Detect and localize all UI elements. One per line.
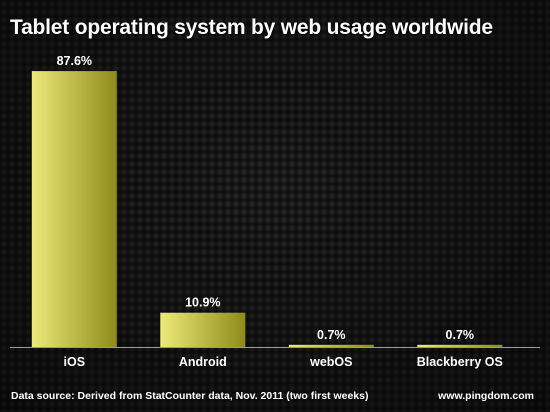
data-label-blackberry-os: 0.7% — [446, 328, 475, 342]
data-label-android: 10.9% — [185, 296, 220, 310]
category-label-ios: iOS — [64, 355, 86, 369]
labels-layer: 87.6% iOS 10.9% Android 0.7% webOS 0.7% Blackbe… — [57, 54, 503, 369]
data-label-webos: 0.7% — [317, 328, 346, 342]
category-label-webos: webOS — [309, 355, 352, 369]
bar-ios — [31, 71, 117, 347]
bar-blackberry-os — [417, 344, 503, 347]
chart-title: Tablet operating system by web usage wor… — [10, 16, 493, 39]
data-source-note: Data source: Derived from StatCounter da… — [11, 390, 369, 402]
data-label-ios: 87.6% — [57, 54, 92, 68]
bar-android — [160, 312, 246, 347]
category-label-blackberry-os: Blackberry OS — [417, 355, 503, 369]
bars-layer — [10, 71, 540, 348]
bar-webos — [288, 344, 374, 347]
site-credit: www.pingdom.com — [438, 390, 534, 402]
category-label-android: Android — [179, 355, 227, 369]
